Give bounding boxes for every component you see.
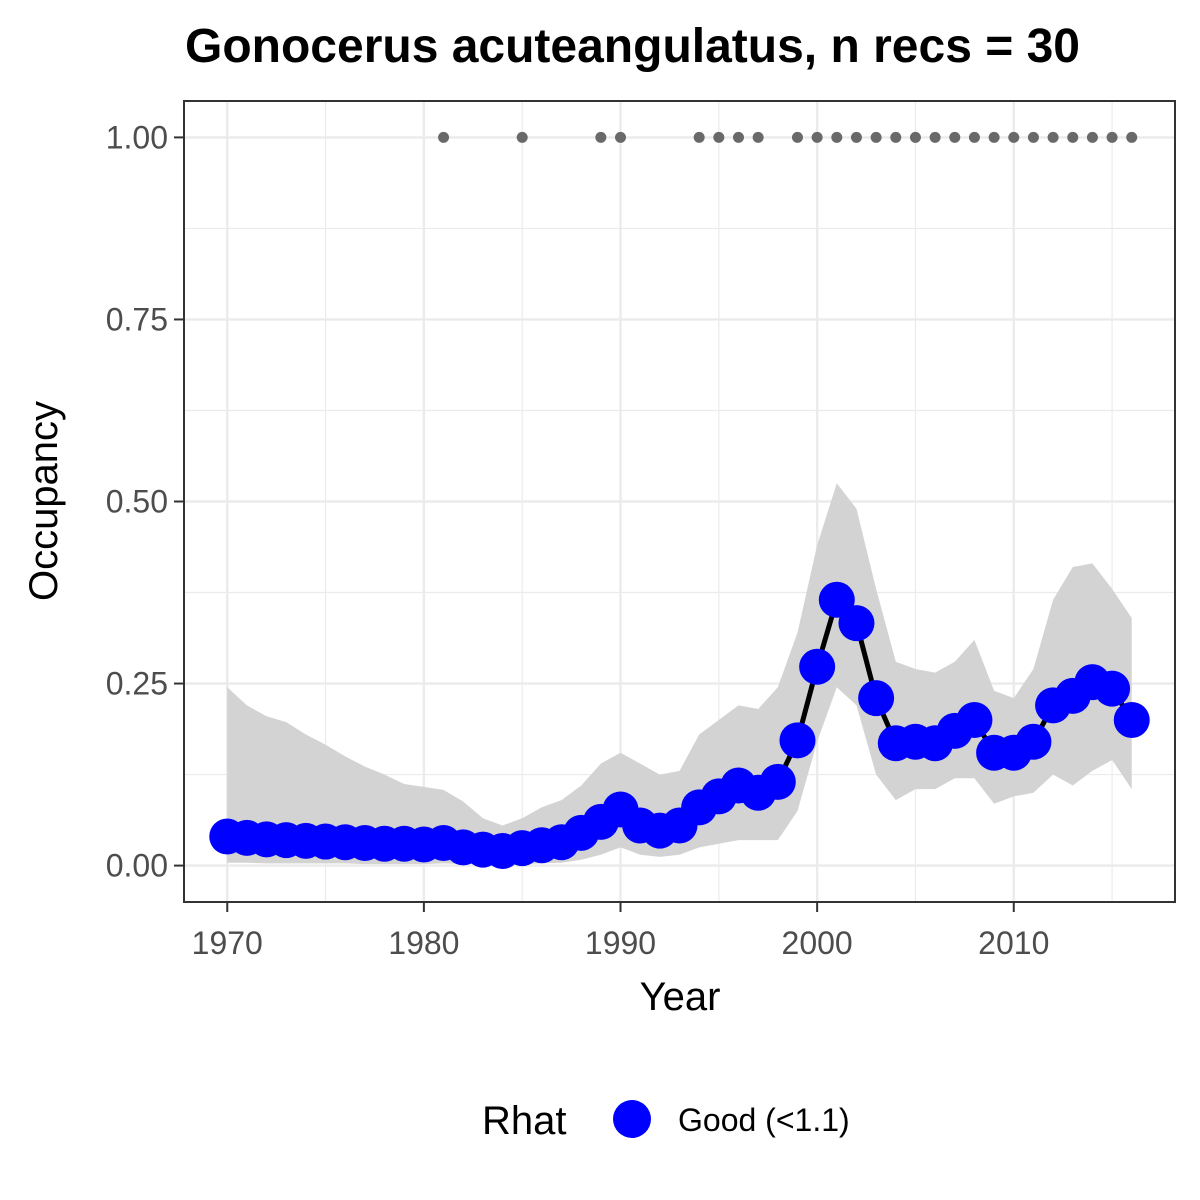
y-axis-title: Occupancy [22, 401, 66, 601]
record-point [1008, 131, 1020, 143]
record-point [831, 131, 843, 143]
x-tick-label: 1990 [585, 925, 656, 961]
record-point [1106, 131, 1118, 143]
record-point [811, 131, 823, 143]
record-point [1047, 131, 1059, 143]
x-tick-label: 2000 [782, 925, 853, 961]
occupancy-point [799, 648, 836, 685]
record-point [595, 131, 607, 143]
occupancy-point [858, 680, 895, 717]
record-point [693, 131, 705, 143]
records-layer [438, 131, 1138, 143]
legend-title: Rhat [482, 1099, 567, 1143]
y-tick-label: 0.25 [106, 666, 168, 702]
y-axis: 0.00 0.25 0.50 0.75 1.00 [106, 119, 184, 884]
credible-interval-ribbon [227, 483, 1132, 865]
record-point [791, 131, 803, 143]
x-axis-title: Year [640, 975, 721, 1019]
occupancy-point [1015, 723, 1052, 760]
record-point [713, 131, 725, 143]
record-point [752, 131, 764, 143]
legend-key-good [613, 1100, 651, 1138]
y-tick-label: 1.00 [106, 119, 168, 155]
record-point [516, 131, 528, 143]
occupancy-point [1113, 701, 1150, 738]
record-point [1086, 131, 1098, 143]
record-point [1067, 131, 1079, 143]
occupancy-point [956, 701, 993, 738]
record-point [949, 131, 961, 143]
x-axis: 1970 1980 1990 2000 2010 [192, 902, 1049, 961]
record-point [438, 131, 450, 143]
occupancy-points-layer [209, 581, 1150, 870]
occupancy-point [838, 605, 875, 642]
legend: Rhat Good (<1.1) [482, 1099, 850, 1143]
x-tick-label: 1980 [388, 925, 459, 961]
chart-title: Gonocerus acuteangulatus, n recs = 30 [185, 20, 1080, 73]
record-point [968, 131, 980, 143]
occupancy-point [1094, 670, 1131, 707]
y-tick-label: 0.00 [106, 848, 168, 884]
y-tick-label: 0.50 [106, 484, 168, 520]
record-point [929, 131, 941, 143]
legend-label-good: Good (<1.1) [678, 1102, 850, 1138]
record-point [615, 131, 627, 143]
record-point [1126, 131, 1138, 143]
record-point [850, 131, 862, 143]
record-point [870, 131, 882, 143]
occupancy-point [759, 763, 796, 800]
record-point [988, 131, 1000, 143]
y-tick-label: 0.75 [106, 301, 168, 337]
record-point [890, 131, 902, 143]
record-point [1027, 131, 1039, 143]
record-point [732, 131, 744, 143]
x-tick-label: 2010 [978, 925, 1049, 961]
record-point [909, 131, 921, 143]
credible-interval-layer [227, 483, 1132, 865]
x-tick-label: 1970 [192, 925, 263, 961]
occupancy-point [779, 722, 816, 759]
